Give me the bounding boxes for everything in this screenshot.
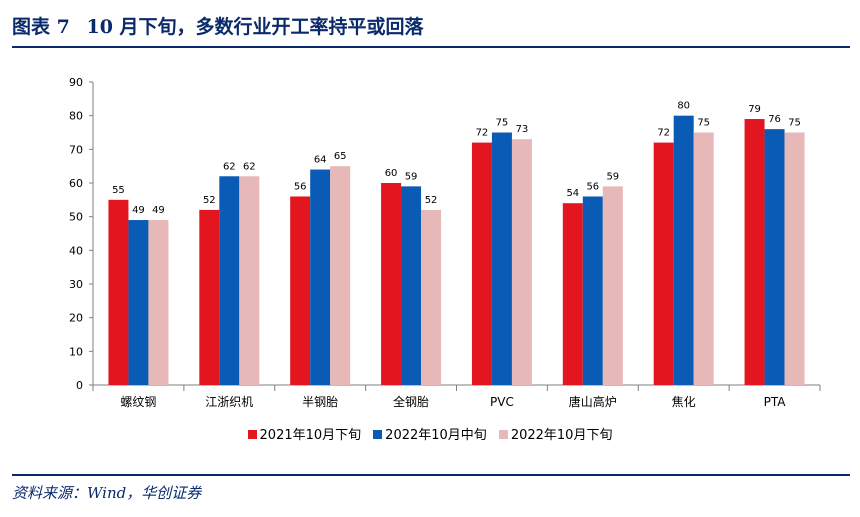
bar-value-label: 52 bbox=[203, 195, 216, 206]
bar bbox=[199, 209, 220, 385]
x-category-label: 焦化 bbox=[672, 395, 696, 409]
source-rule bbox=[12, 474, 850, 476]
x-category-label: PVC bbox=[490, 395, 514, 409]
bar bbox=[421, 209, 442, 385]
bar-value-label: 72 bbox=[476, 128, 489, 139]
bar-value-label: 75 bbox=[788, 118, 801, 129]
bar-chart: 0 10 20 30 40 50 60 70 80 90 55 49 49 螺纹钢 52 62 62 江浙织机 56… bbox=[69, 76, 821, 409]
y-tick-label: 0 bbox=[76, 379, 83, 392]
bar-value-label: 75 bbox=[697, 118, 710, 129]
x-category-label: 半钢胎 bbox=[302, 395, 338, 409]
bar-value-label: 52 bbox=[425, 195, 438, 206]
legend-label: 2022年10月下旬 bbox=[510, 428, 613, 443]
y-tick-label: 20 bbox=[69, 312, 83, 325]
y-tick-label: 60 bbox=[69, 177, 83, 190]
source-note: 资料来源：Wind，华创证券 bbox=[12, 484, 202, 502]
bar bbox=[381, 183, 402, 385]
bar-value-label: 54 bbox=[566, 188, 579, 199]
bar bbox=[290, 196, 311, 385]
bar bbox=[764, 129, 785, 385]
legend-item: 2022年10月中旬 bbox=[373, 424, 487, 443]
bar bbox=[310, 169, 331, 385]
x-category-label: 全钢胎 bbox=[393, 394, 429, 409]
bar-value-label: 73 bbox=[516, 124, 529, 135]
y-tick-label: 80 bbox=[69, 110, 83, 123]
bar-value-label: 49 bbox=[132, 205, 145, 216]
bar bbox=[471, 142, 492, 385]
legend-swatch bbox=[247, 430, 257, 439]
bar-value-label: 56 bbox=[294, 181, 307, 192]
chart-legend: 2021年10月下旬 2022年10月中旬 2022年10月下旬 bbox=[0, 424, 860, 443]
bar-value-label: 72 bbox=[657, 128, 670, 139]
figure-title-text: 10 月下旬，多数行业开工率持平或回落 bbox=[86, 16, 424, 38]
bar-value-label: 55 bbox=[112, 185, 125, 196]
bar bbox=[219, 176, 240, 385]
bar bbox=[128, 220, 149, 385]
bar-value-label: 75 bbox=[496, 118, 509, 129]
x-category-label: 唐山高炉 bbox=[569, 394, 617, 409]
bar-value-label: 80 bbox=[677, 101, 690, 112]
bar bbox=[148, 220, 169, 385]
title-rule bbox=[12, 46, 850, 48]
legend-swatch bbox=[373, 430, 383, 439]
bar-value-label: 76 bbox=[768, 114, 781, 125]
bar-value-label: 62 bbox=[243, 161, 256, 172]
bar bbox=[653, 142, 674, 385]
bar bbox=[784, 132, 805, 385]
bar bbox=[582, 196, 603, 385]
bar bbox=[239, 176, 260, 385]
bar bbox=[602, 186, 623, 385]
bar bbox=[511, 139, 532, 385]
bar-value-label: 59 bbox=[405, 171, 418, 182]
bar-value-label: 64 bbox=[314, 155, 327, 166]
bar-value-label: 49 bbox=[152, 205, 165, 216]
x-category-label: 螺纹钢 bbox=[120, 395, 156, 409]
legend-swatch bbox=[498, 430, 508, 439]
bar bbox=[108, 199, 129, 385]
bar-value-label: 56 bbox=[586, 181, 599, 192]
y-tick-label: 30 bbox=[69, 278, 83, 291]
bar-value-label: 62 bbox=[223, 161, 236, 172]
y-tick-label: 90 bbox=[69, 76, 83, 89]
y-tick-label: 40 bbox=[69, 244, 83, 257]
x-category-label: PTA bbox=[764, 395, 787, 409]
bar-value-label: 59 bbox=[606, 171, 619, 182]
bar bbox=[562, 203, 583, 385]
bar-value-label: 60 bbox=[385, 168, 398, 179]
y-tick-label: 50 bbox=[69, 211, 83, 224]
bar bbox=[744, 119, 765, 386]
y-tick-label: 70 bbox=[69, 143, 83, 156]
figure-title: 图表 7 10 月下旬，多数行业开工率持平或回落 bbox=[12, 12, 424, 42]
bar-value-label: 65 bbox=[334, 151, 347, 162]
bar bbox=[673, 115, 694, 385]
bar bbox=[401, 186, 422, 385]
legend-label: 2021年10月下旬 bbox=[259, 428, 362, 443]
legend-label: 2022年10月中旬 bbox=[385, 428, 487, 443]
y-tick-label: 10 bbox=[69, 345, 83, 358]
figure-number: 图表 7 bbox=[12, 16, 70, 38]
legend-item: 2022年10月下旬 bbox=[498, 424, 613, 443]
legend-item: 2021年10月下旬 bbox=[247, 424, 362, 443]
bar bbox=[491, 132, 512, 385]
bar bbox=[693, 132, 714, 385]
bar bbox=[330, 166, 351, 385]
x-category-label: 江浙织机 bbox=[205, 395, 253, 409]
bar-value-label: 79 bbox=[748, 104, 761, 115]
